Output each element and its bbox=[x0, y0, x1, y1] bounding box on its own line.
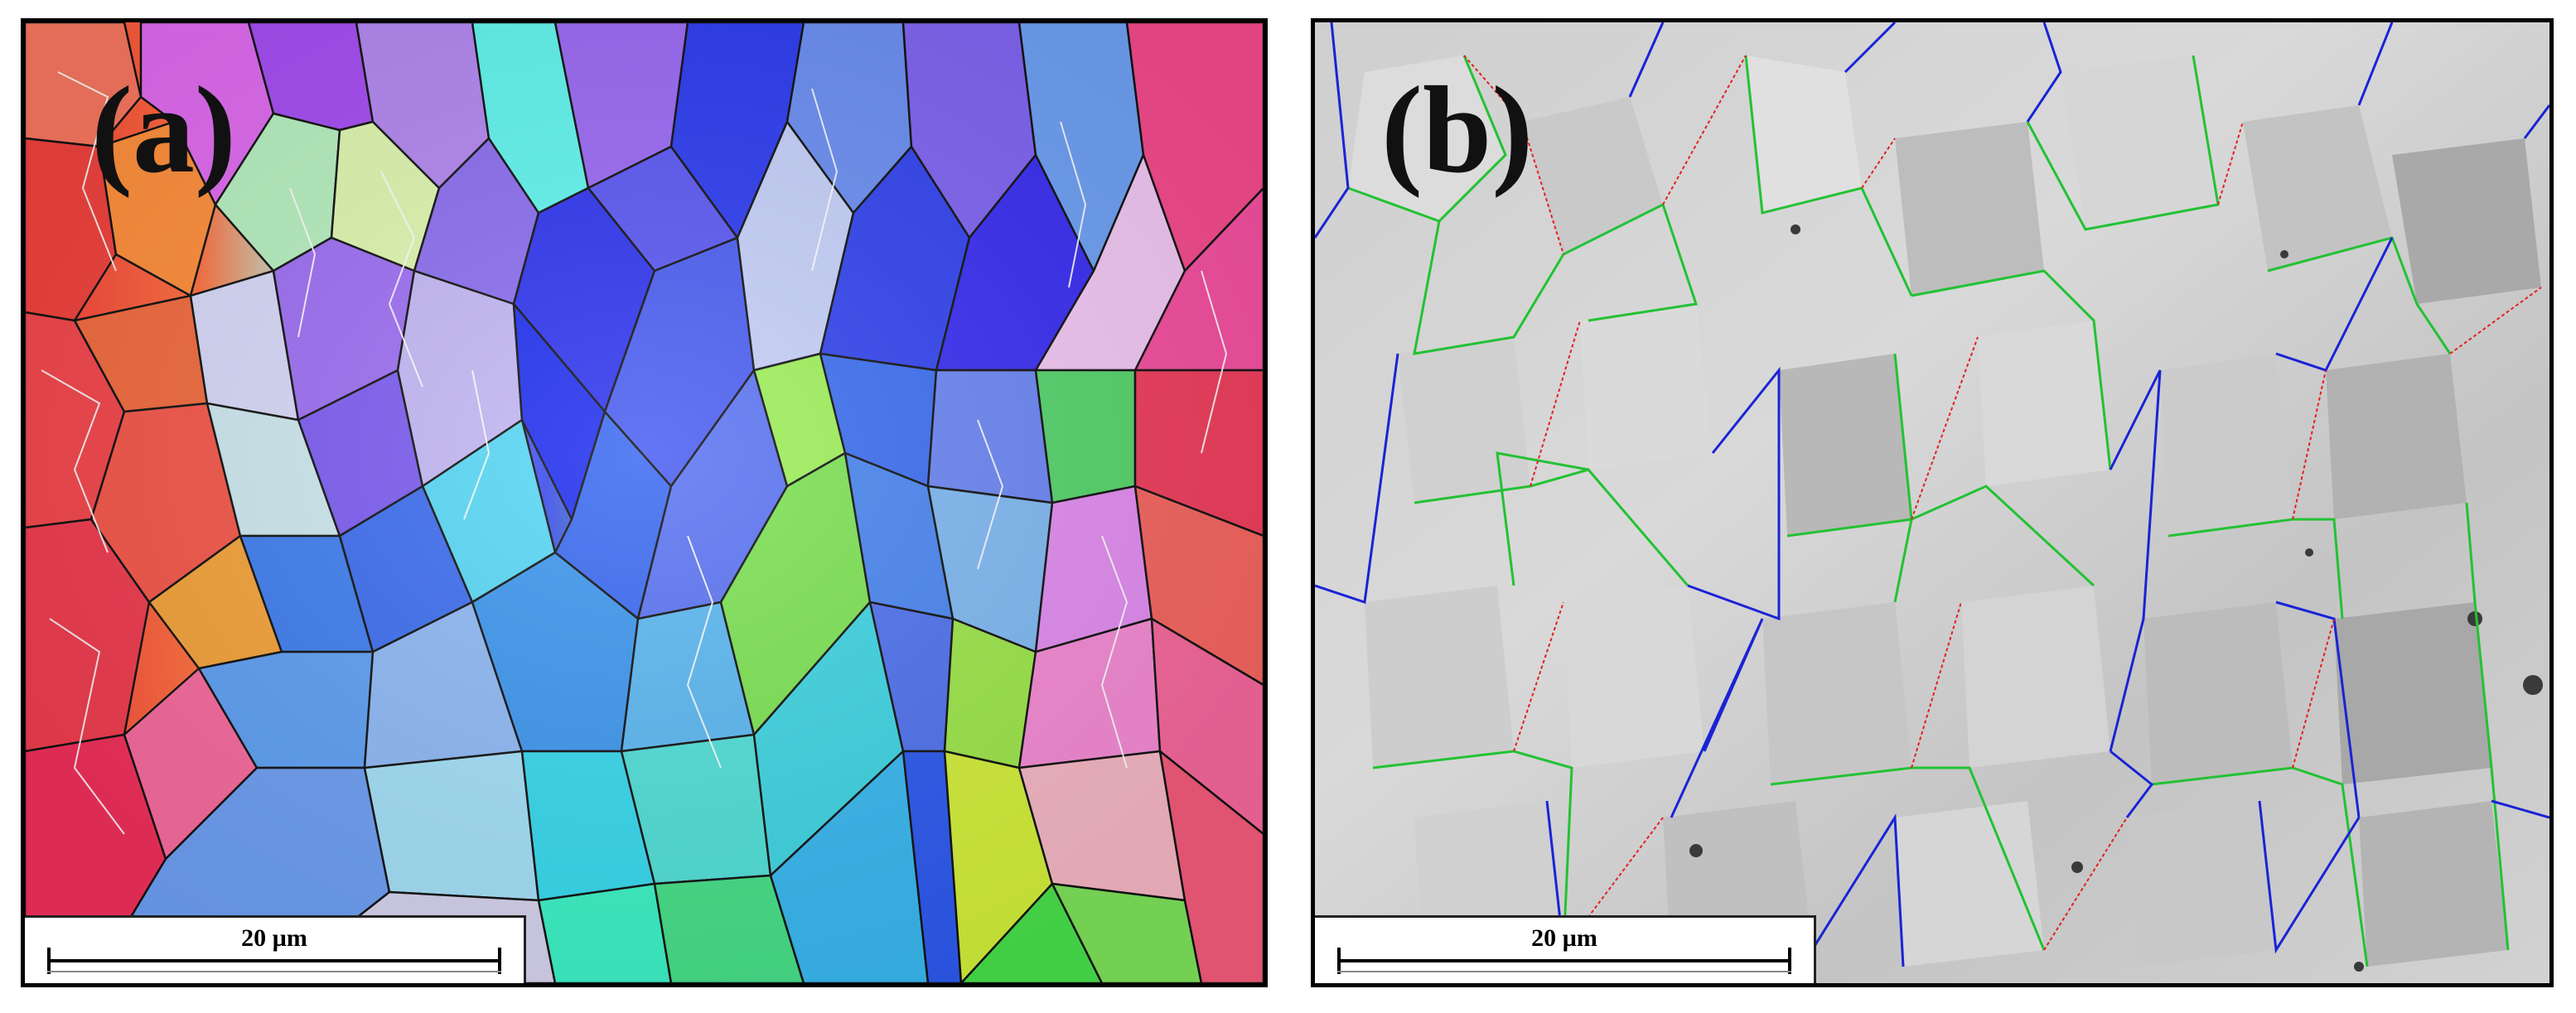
panel-a-ipf-map: (a) 20 µm bbox=[21, 18, 1268, 987]
scale-bar-label-b: 20 µm bbox=[1531, 924, 1597, 952]
panel-label-a: (a) bbox=[91, 61, 236, 199]
bc-grains bbox=[1348, 55, 2541, 967]
scale-bar-b: 20 µm bbox=[1315, 915, 1816, 983]
panel-label-b: (b) bbox=[1381, 61, 1534, 199]
ipf-orientation-map bbox=[25, 22, 1264, 983]
scale-bar-a: 20 µm bbox=[25, 915, 526, 983]
panel-b-band-contrast-map: (b) 20 µm bbox=[1311, 18, 2554, 987]
scale-bar-line-b bbox=[1337, 959, 1791, 962]
scale-bar-line-a bbox=[47, 959, 501, 962]
green-boundaries bbox=[1347, 55, 2510, 967]
red-boundaries bbox=[1463, 55, 2542, 951]
scale-bar-tick-right-a bbox=[498, 948, 501, 974]
bc-dark-spots bbox=[1689, 224, 2543, 972]
scale-bar-underline-a bbox=[47, 971, 501, 972]
scale-bar-tick-right-b bbox=[1788, 948, 1791, 974]
scale-bar-label-a: 20 µm bbox=[241, 924, 307, 952]
scale-bar-underline-b bbox=[1337, 971, 1791, 972]
